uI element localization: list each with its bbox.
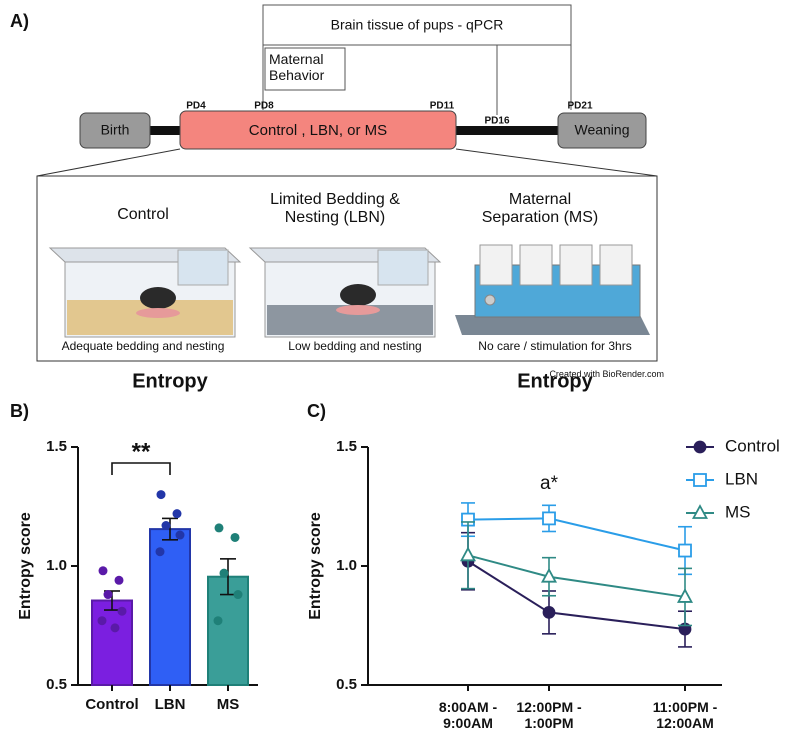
data-point <box>156 490 166 500</box>
data-point <box>110 623 120 633</box>
data-point <box>117 606 127 616</box>
zoom-line <box>36 148 181 177</box>
condition-title: Maternal Separation (MS) <box>481 191 599 227</box>
annotation: ** <box>132 438 151 465</box>
timepoint: PD16 <box>484 116 509 127</box>
treatment-box <box>179 110 457 150</box>
series-line <box>467 560 686 631</box>
y-axis-label: Entropy score <box>17 512 34 620</box>
data-point <box>213 616 223 626</box>
weaning-box <box>557 112 647 149</box>
legend-marker <box>693 473 707 487</box>
data-point <box>155 547 165 557</box>
data-point <box>542 511 556 526</box>
bar <box>91 599 133 687</box>
legend-marker <box>693 440 707 454</box>
x-tick-label: 11:00PM - 12:00AM <box>652 699 718 732</box>
data-point <box>678 543 692 558</box>
chart-title: Entropy <box>517 370 593 392</box>
cage-control <box>48 247 242 338</box>
x-tick-label: LBN <box>155 696 186 713</box>
legend-label: LBN <box>725 469 758 488</box>
y-tick-label: 1.0 <box>336 557 357 574</box>
behavior-box <box>264 47 346 91</box>
significance-bracket <box>111 462 171 475</box>
series-line <box>467 554 686 598</box>
panel-label: A) <box>10 11 29 31</box>
birth-box <box>79 112 151 149</box>
y-tick-label: 0.5 <box>336 676 357 693</box>
x-tick-label: Control <box>85 696 138 713</box>
data-point <box>540 567 558 583</box>
data-point <box>459 546 477 562</box>
data-point <box>230 532 240 542</box>
bar <box>149 528 191 686</box>
y-tick-label: 1.0 <box>46 557 67 574</box>
timepoint: PD4 <box>186 101 206 112</box>
y-tick-label: 1.5 <box>336 438 357 455</box>
y-axis-label: Entropy score <box>307 512 324 620</box>
data-point <box>172 509 182 519</box>
birth-label: Birth <box>101 122 130 138</box>
timepoint: PD8 <box>254 101 274 112</box>
data-point <box>97 616 107 626</box>
data-point <box>214 523 224 533</box>
qpcr-box <box>262 4 572 46</box>
panel-label: C) <box>307 401 326 421</box>
data-point <box>233 590 243 600</box>
condition-caption: Low bedding and nesting <box>288 339 422 353</box>
y-tick-label: 0.5 <box>46 676 67 693</box>
legend-marker <box>691 504 709 519</box>
cage-ms <box>455 244 650 335</box>
data-point <box>219 568 229 578</box>
condition-title: Control <box>117 206 169 223</box>
y-tick-label: 1.5 <box>46 438 67 455</box>
zoom-line <box>455 148 658 177</box>
condition-caption: Adequate bedding and nesting <box>61 339 225 353</box>
data-point <box>542 606 556 619</box>
qpcr-label: Brain tissue of pups - qPCR <box>331 17 504 33</box>
timepoint: PD11 <box>430 101 455 112</box>
annotation: a* <box>540 473 559 494</box>
data-point <box>114 575 124 585</box>
timepoint: PD21 <box>567 101 592 112</box>
data-point <box>676 588 694 603</box>
x-tick-label: 12:00PM - 1:00PM <box>516 699 582 732</box>
data-point <box>175 530 185 540</box>
legend-label: MS <box>725 502 751 521</box>
weaning-label: Weaning <box>574 122 629 138</box>
panel-label: B) <box>10 401 29 421</box>
behavior-label: Maternal Behavior <box>269 51 325 84</box>
x-tick-label: MS <box>217 696 240 713</box>
data-point <box>98 566 108 576</box>
data-point <box>103 590 113 600</box>
series-line <box>467 517 686 552</box>
condition-title: Limited Bedding & Nesting (LBN) <box>270 191 400 227</box>
data-point <box>161 521 171 531</box>
treatment-label: Control , LBN, or MS <box>249 122 387 139</box>
cage-lbn <box>248 247 442 338</box>
legend-label: Control <box>725 436 780 455</box>
chart-title: Entropy <box>132 370 208 392</box>
x-tick-label: 8:00AM - 9:00AM <box>438 699 498 732</box>
condition-caption: No care / stimulation for 3hrs <box>478 339 632 353</box>
credit: Created with BioRender.com <box>549 369 664 379</box>
